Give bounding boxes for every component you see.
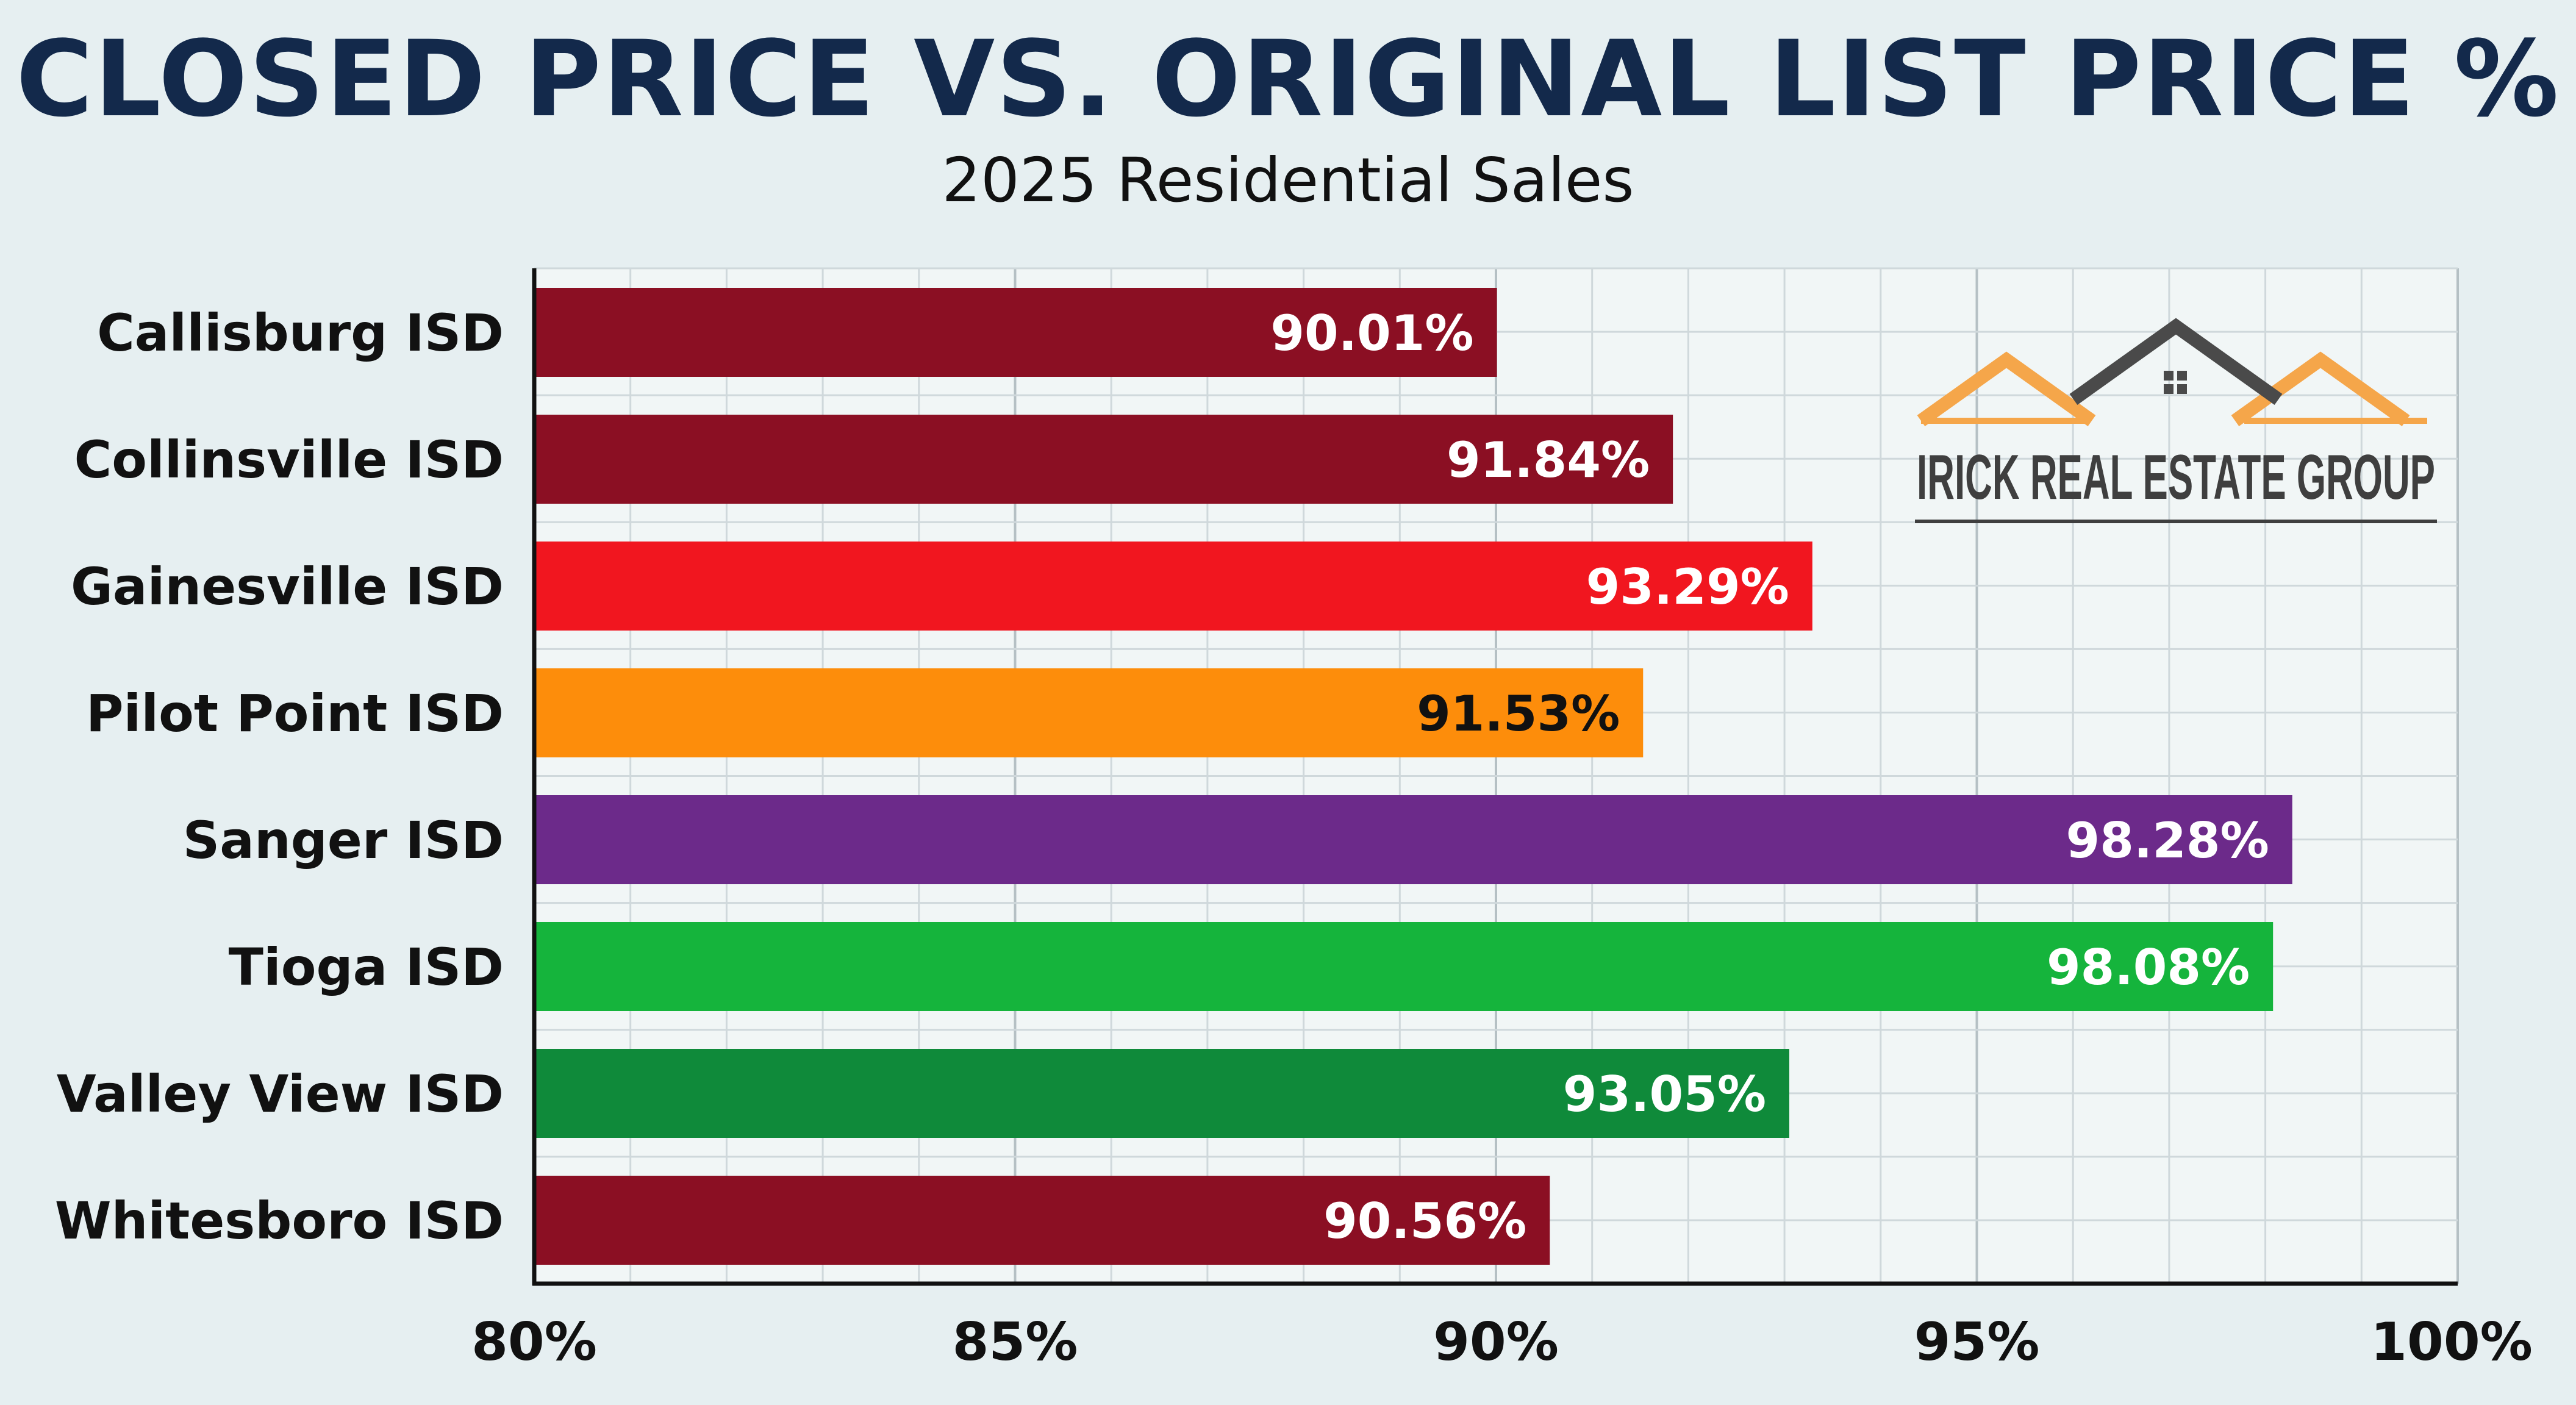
bar xyxy=(536,668,1644,757)
bar-value-label: 91.53% xyxy=(1417,685,1620,742)
bar-value-label: 90.56% xyxy=(1323,1193,1526,1249)
bar xyxy=(536,542,1812,631)
bar xyxy=(536,415,1673,504)
x-tick-label: 80% xyxy=(471,1312,597,1373)
x-tick-label: 100% xyxy=(2370,1312,2533,1373)
category-labels: Callisburg ISD Collinsville ISD Gainesvill… xyxy=(55,303,504,1251)
bar xyxy=(536,922,2274,1011)
bar xyxy=(536,288,1497,377)
category-label: Sanger ISD xyxy=(183,810,504,870)
x-tick-label: 85% xyxy=(953,1312,1078,1373)
company-logo: IRICK REAL ESTATE GROUP xyxy=(1915,318,2437,523)
bar-value-label: 98.28% xyxy=(2066,812,2269,869)
bar-value-label: 91.84% xyxy=(1447,432,1650,488)
x-axis-tick-labels: 80% 85% 90% 95% 100% xyxy=(471,1312,2533,1373)
bar xyxy=(536,795,2292,884)
logo-wordmark: IRICK REAL ESTATE GROUP xyxy=(1917,442,2435,513)
category-label: Collinsville ISD xyxy=(74,430,504,490)
x-tick-label: 95% xyxy=(1914,1312,2040,1373)
bar xyxy=(536,1049,1789,1138)
category-label: Pilot Point ISD xyxy=(86,684,504,743)
category-label: Callisburg ISD xyxy=(97,303,504,363)
house-roofs-icon xyxy=(1917,318,2427,426)
bar-value-label: 90.01% xyxy=(1270,305,1473,362)
chart-subtitle: 2025 Residential Sales xyxy=(942,145,1634,216)
category-label: Tioga ISD xyxy=(229,937,504,997)
category-label: Gainesville ISD xyxy=(71,557,504,617)
category-label: Valley View ISD xyxy=(57,1064,504,1124)
category-label: Whitesboro ISD xyxy=(55,1191,504,1251)
bar-value-label: 93.05% xyxy=(1563,1066,1766,1123)
chart-title: CLOSED PRICE VS. ORIGINAL LIST PRICE % xyxy=(16,18,2560,140)
bar-value-label: 98.08% xyxy=(2047,939,2250,996)
bars: 90.01% 91.84% 93.29% 91.53% 98.28% 98.08% 93.0… xyxy=(536,288,2292,1265)
bar-value-label: 93.29% xyxy=(1586,559,1789,615)
x-tick-label: 90% xyxy=(1433,1312,1559,1373)
bar xyxy=(536,1176,1550,1265)
